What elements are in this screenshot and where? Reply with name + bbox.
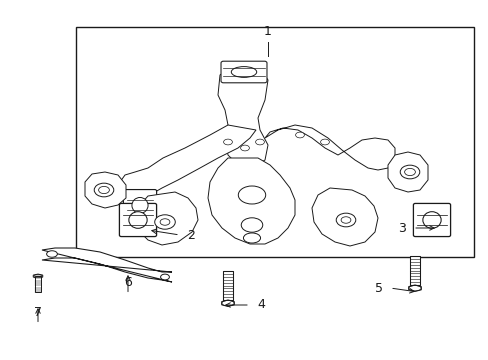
- Text: 2: 2: [187, 229, 195, 242]
- Ellipse shape: [238, 186, 265, 204]
- Polygon shape: [221, 300, 234, 306]
- FancyBboxPatch shape: [412, 203, 449, 237]
- Polygon shape: [222, 271, 233, 300]
- Polygon shape: [120, 125, 256, 198]
- Polygon shape: [264, 125, 394, 170]
- Ellipse shape: [295, 132, 304, 138]
- Text: 4: 4: [257, 298, 264, 311]
- Text: 6: 6: [124, 276, 132, 289]
- Ellipse shape: [160, 274, 169, 280]
- Ellipse shape: [243, 233, 260, 243]
- Ellipse shape: [341, 217, 350, 223]
- Ellipse shape: [240, 145, 249, 151]
- Ellipse shape: [336, 213, 355, 227]
- Text: 1: 1: [264, 26, 271, 39]
- Bar: [76, 27, 473, 257]
- Polygon shape: [408, 285, 421, 291]
- Ellipse shape: [94, 183, 114, 197]
- Polygon shape: [387, 152, 427, 192]
- Polygon shape: [311, 188, 377, 246]
- FancyBboxPatch shape: [119, 203, 156, 237]
- Ellipse shape: [241, 218, 262, 232]
- Text: 7: 7: [34, 306, 42, 319]
- Ellipse shape: [223, 139, 232, 145]
- Polygon shape: [207, 158, 294, 244]
- Polygon shape: [33, 274, 42, 278]
- Ellipse shape: [231, 67, 256, 77]
- Ellipse shape: [99, 186, 109, 194]
- Ellipse shape: [46, 251, 57, 257]
- Ellipse shape: [320, 139, 329, 145]
- Ellipse shape: [129, 212, 147, 228]
- Ellipse shape: [422, 212, 440, 228]
- Polygon shape: [85, 172, 126, 208]
- Polygon shape: [35, 276, 41, 292]
- Polygon shape: [218, 65, 267, 168]
- Ellipse shape: [255, 139, 264, 145]
- Text: 5: 5: [374, 282, 382, 294]
- FancyBboxPatch shape: [123, 190, 156, 221]
- Ellipse shape: [154, 215, 175, 229]
- Ellipse shape: [399, 165, 419, 179]
- Polygon shape: [135, 192, 198, 245]
- Polygon shape: [409, 256, 420, 285]
- Ellipse shape: [132, 198, 148, 213]
- FancyBboxPatch shape: [221, 61, 266, 83]
- Polygon shape: [42, 248, 172, 282]
- Ellipse shape: [404, 168, 414, 176]
- Ellipse shape: [160, 219, 169, 225]
- Text: 3: 3: [397, 221, 405, 234]
